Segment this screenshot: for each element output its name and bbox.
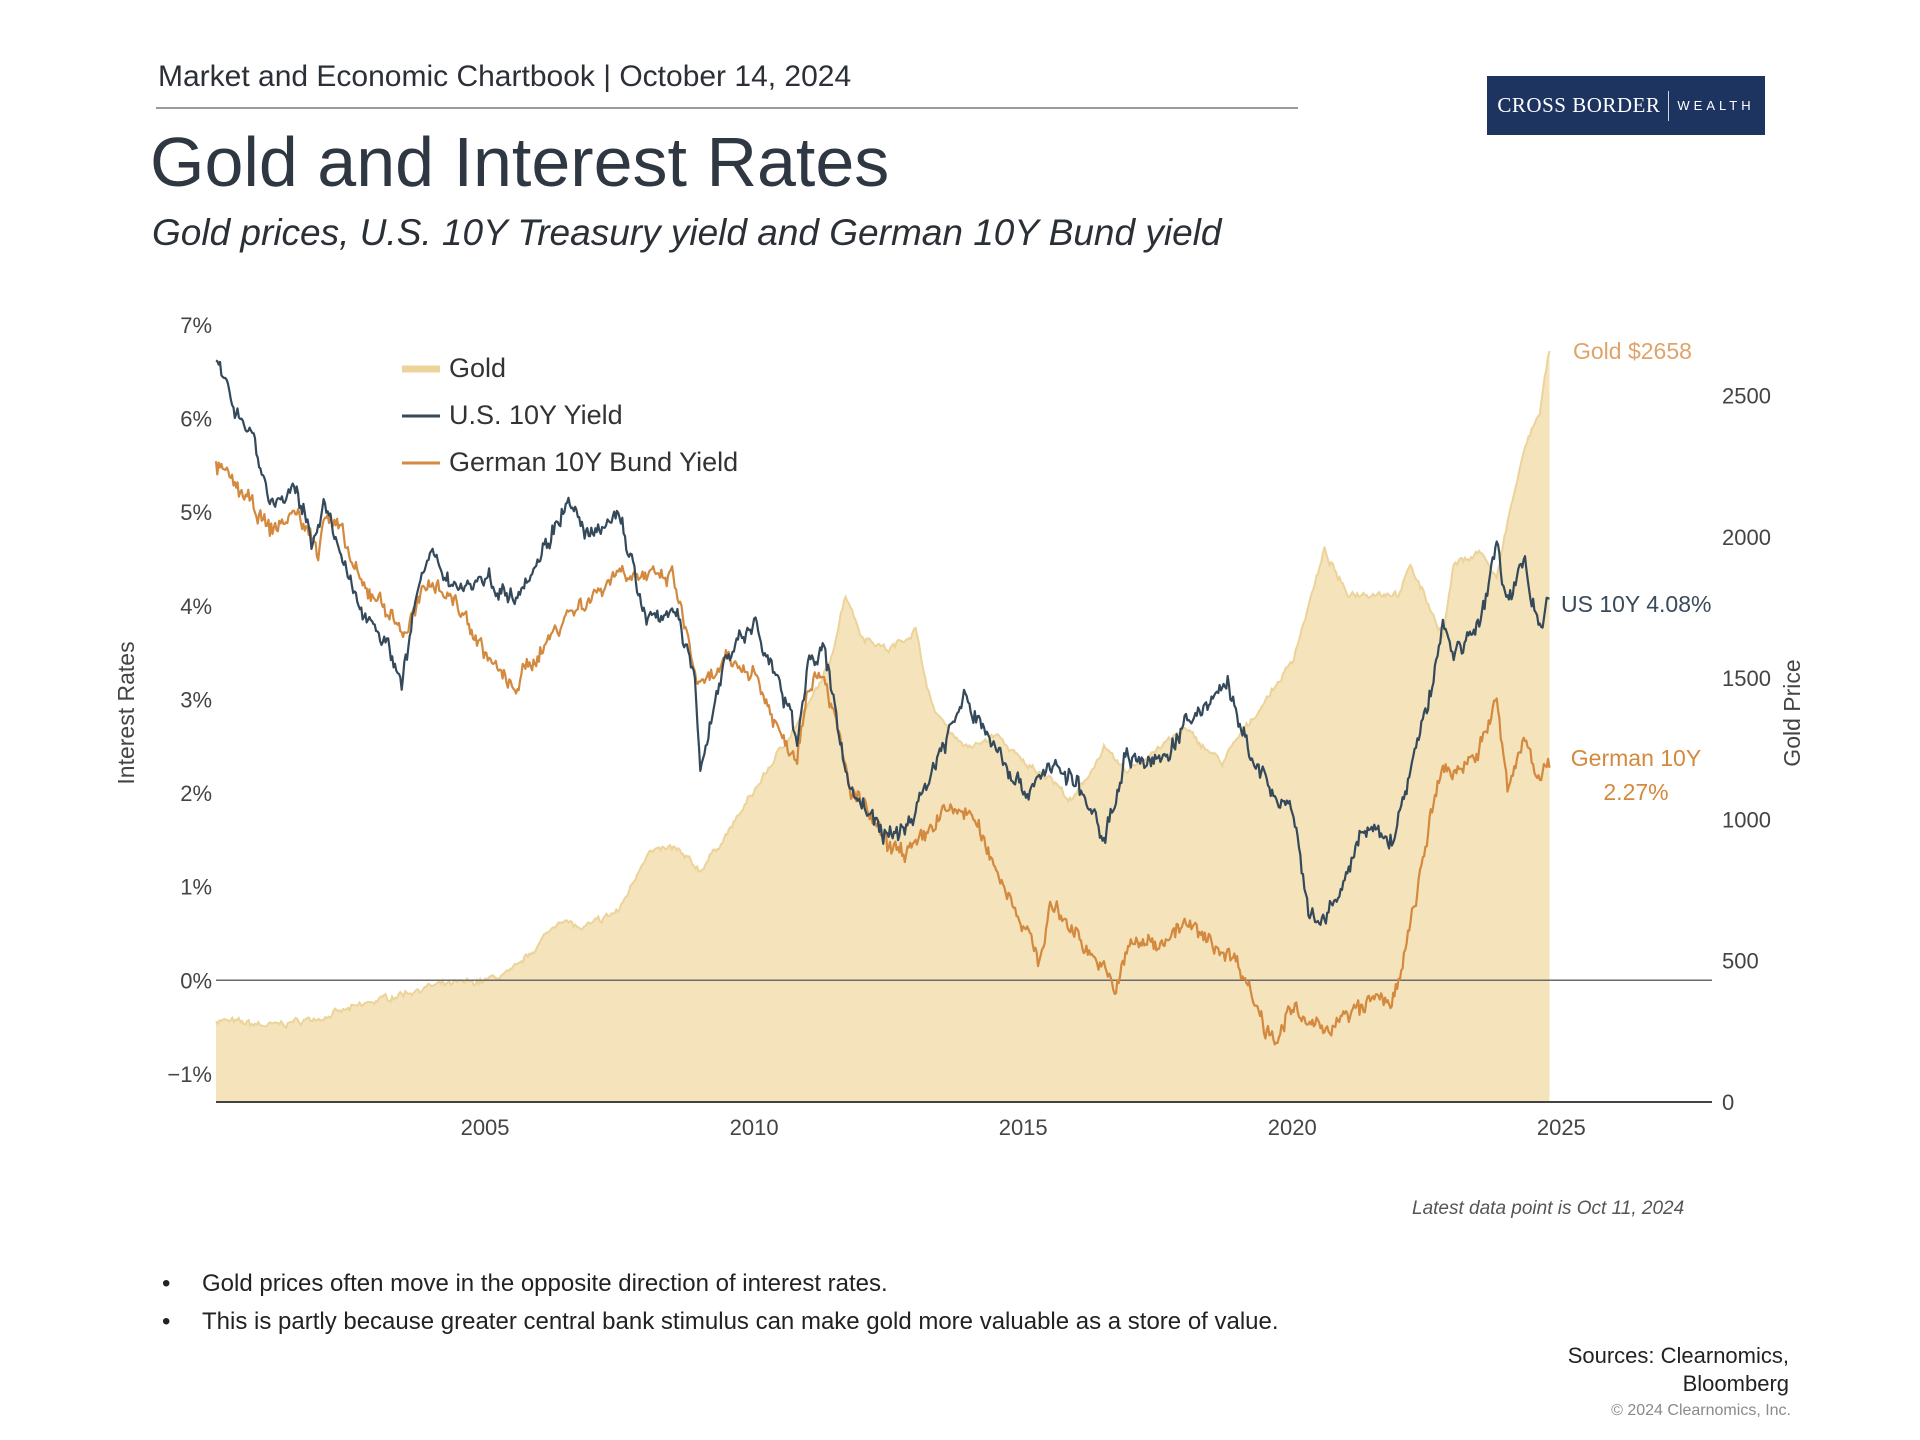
y-right-axis-title: Gold Price <box>1779 659 1805 766</box>
y-right-tick-label: 2500 <box>1722 384 1771 409</box>
y-right-tick-label: 2000 <box>1722 525 1771 550</box>
x-tick-label: 2010 <box>730 1115 779 1140</box>
logo-brand-text: CROSS BORDER <box>1497 93 1661 117</box>
sources-line: Bloomberg <box>1682 1371 1789 1396</box>
y-left-tick-label: 1% <box>180 875 212 900</box>
bullet-item: This is partly because greater central b… <box>162 1303 1279 1341</box>
sources-line: Sources: Clearnomics, <box>1567 1343 1789 1368</box>
copyright: © 2024 Clearnomics, Inc. <box>1611 1402 1791 1419</box>
legend-label: U.S. 10Y Yield <box>449 400 623 430</box>
x-tick-label: 2015 <box>999 1115 1048 1140</box>
y-right-tick-label: 1500 <box>1722 666 1771 691</box>
us-end-label: US 10Y 4.08% <box>1561 591 1711 617</box>
latest-data-note: Latest data point is Oct 11, 2024 <box>1412 1198 1685 1219</box>
y-left-tick-label: 6% <box>180 407 212 432</box>
legend-label: Gold <box>449 353 506 383</box>
gold-end-label: Gold $2658 <box>1573 338 1692 364</box>
y-right-tick-label: 0 <box>1722 1090 1734 1115</box>
chartbook-header: Market and Economic Chartbook | October … <box>158 60 852 93</box>
us-yield-line <box>215 359 1550 926</box>
page-title: Gold and Interest Rates <box>150 123 890 201</box>
y-left-tick-label: −1% <box>167 1062 212 1087</box>
y-right-tick-label: 500 <box>1722 949 1759 974</box>
y-left-tick-label: 0% <box>180 968 212 993</box>
y-left-tick-label: 7% <box>180 313 212 338</box>
page-subtitle: Gold prices, U.S. 10Y Treasury yield and… <box>152 212 1222 253</box>
sources: Sources: Clearnomics, Bloomberg <box>1529 1342 1789 1398</box>
y-left-tick-label: 5% <box>180 500 212 525</box>
y-left-tick-label: 3% <box>180 687 212 712</box>
y-right-tick-label: 1000 <box>1722 807 1771 832</box>
gold-line <box>215 350 1551 1030</box>
x-tick-label: 2020 <box>1268 1115 1317 1140</box>
brand-logo: CROSS BORDER WEALTH <box>1487 76 1765 135</box>
x-tick-label: 2025 <box>1537 1115 1586 1140</box>
bullet-list: Gold prices often move in the opposite d… <box>162 1265 1279 1341</box>
bullet-item: Gold prices often move in the opposite d… <box>162 1265 1279 1303</box>
logo-separator <box>1668 90 1670 121</box>
y-left-tick-label: 4% <box>180 594 212 619</box>
german-end-label: German 10Y <box>1571 745 1701 771</box>
german-end-value: 2.27% <box>1603 779 1668 805</box>
gold-area <box>216 351 1550 1102</box>
x-tick-label: 2005 <box>461 1115 510 1140</box>
header-divider <box>156 107 1298 109</box>
y-left-axis-title: Interest Rates <box>113 641 139 784</box>
logo-sub-text: WEALTH <box>1677 98 1755 113</box>
y-left-tick-label: 2% <box>180 781 212 806</box>
legend-label: German 10Y Bund Yield <box>449 447 738 477</box>
